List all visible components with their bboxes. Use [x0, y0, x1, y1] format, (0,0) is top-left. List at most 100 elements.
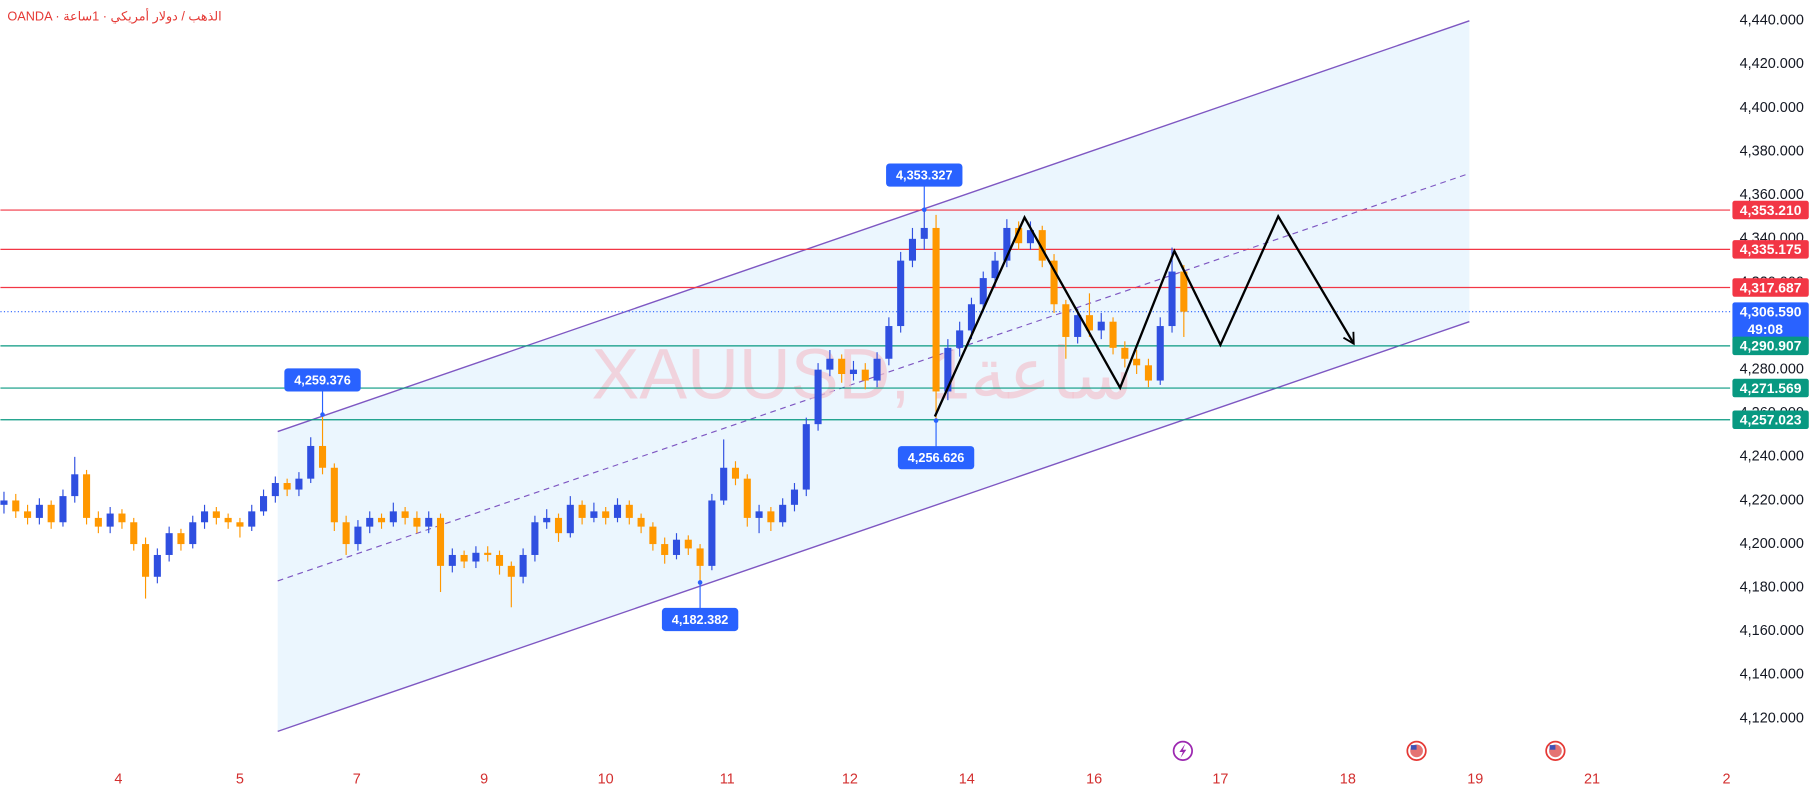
price-badge-label: 4,335.175: [1740, 241, 1802, 257]
x-tick-label: 18: [1340, 772, 1356, 788]
annotation-box: [284, 368, 361, 392]
annotation-label: 4,353.327: [896, 168, 953, 183]
candle-body: [201, 511, 209, 523]
candle-body: [967, 304, 975, 331]
candle-body: [377, 517, 386, 523]
candle-body: [802, 424, 810, 490]
candle-body: [920, 227, 928, 239]
candle-body: [720, 467, 728, 501]
candle-body: [696, 548, 704, 566]
event-icon[interactable]: [1545, 740, 1566, 762]
x-tick-label: 21: [1584, 772, 1600, 788]
candle-body: [991, 260, 999, 279]
candle-body: [413, 517, 421, 527]
candle-body: [708, 500, 716, 566]
candle-body: [1097, 321, 1105, 331]
candle-body: [212, 511, 220, 518]
candle-body: [637, 517, 645, 527]
price-badge: [1732, 410, 1809, 430]
y-tick-label: 4,220.000: [1740, 492, 1804, 508]
candle-body: [1015, 227, 1023, 244]
candle-body: [224, 517, 232, 523]
candle-body: [661, 544, 669, 555]
candle-body: [826, 358, 834, 370]
candle-body: [979, 278, 987, 305]
candle-body: [613, 504, 622, 518]
event-icon[interactable]: [1406, 740, 1427, 762]
price-badge: [1732, 378, 1809, 398]
candle-body: [649, 526, 657, 545]
y-tick-label: 4,280.000: [1740, 361, 1804, 377]
candle-body: [672, 539, 681, 555]
candle-body: [389, 511, 397, 523]
candle-body: [342, 522, 350, 545]
x-tick-label: 14: [959, 772, 975, 788]
y-tick-label: 4,360.000: [1740, 187, 1804, 203]
x-tick-label: 4: [114, 772, 122, 788]
candle-body: [366, 517, 374, 527]
candle-body: [873, 358, 881, 381]
annotation-label: 4,259.376: [294, 372, 351, 387]
channel-upper: [277, 20, 1470, 433]
x-tick-label: 2: [1723, 772, 1731, 788]
candle-body: [484, 552, 492, 555]
candle-body: [12, 500, 20, 512]
candle-body: [1144, 365, 1152, 381]
y-tick-label: 4,400.000: [1740, 100, 1804, 116]
candle-body: [1168, 271, 1176, 327]
chart-title: OANDA · الذهب / دولار أمريكي · 1ساعة: [7, 8, 221, 25]
candle-body: [142, 544, 150, 577]
candle-body: [248, 511, 256, 527]
candle-body: [177, 533, 185, 545]
candle-body: [625, 504, 633, 518]
price-badge: [1732, 278, 1809, 297]
projection-path: [933, 213, 1355, 418]
y-tick-label: 4,440.000: [1740, 13, 1804, 29]
y-tick-label: 4,200.000: [1740, 536, 1804, 552]
candle-body: [1062, 304, 1070, 337]
candle-body: [295, 478, 303, 490]
candle-body: [507, 565, 515, 577]
candle-body: [554, 517, 563, 534]
candle-body: [153, 554, 161, 577]
candle-body: [106, 513, 114, 527]
x-tick-label: 5: [236, 772, 244, 788]
annotation-label: 4,182.382: [672, 612, 729, 627]
candle-body: [1003, 227, 1011, 261]
candle-body: [897, 260, 905, 327]
candle-body: [165, 533, 173, 555]
candle-body: [566, 504, 574, 534]
price-badge-label: 4,271.569: [1740, 380, 1802, 396]
annotation-dot: [320, 412, 325, 417]
x-tick-label: 9: [480, 772, 488, 788]
candle-body: [743, 478, 751, 518]
candle-body: [354, 526, 362, 545]
price-badge: [1732, 200, 1809, 220]
annotation-box: [886, 163, 963, 187]
candle-body: [684, 539, 692, 549]
candle-body: [260, 496, 268, 512]
price-badge-label: 4,317.687: [1740, 279, 1802, 295]
annotation-label: 4,256.626: [908, 450, 965, 465]
x-tick-label: 16: [1086, 772, 1102, 788]
candle-body: [956, 330, 964, 348]
x-tick-label: 17: [1212, 772, 1228, 788]
flag-canton: [1549, 745, 1556, 750]
candle-body: [1074, 315, 1082, 337]
candle-body: [283, 483, 291, 490]
candle-body: [838, 358, 846, 375]
candle-body: [1085, 315, 1093, 331]
candle-body: [460, 554, 468, 562]
y-tick-label: 4,160.000: [1740, 623, 1804, 639]
candle-body: [307, 445, 315, 479]
candle-body: [731, 467, 740, 479]
candle-body: [0, 500, 8, 505]
channel-lower: [277, 321, 1470, 733]
candle-body: [519, 554, 527, 577]
candle-body: [1038, 230, 1046, 261]
y-tick-label: 4,180.000: [1740, 579, 1804, 595]
annotation-box: [661, 607, 739, 632]
